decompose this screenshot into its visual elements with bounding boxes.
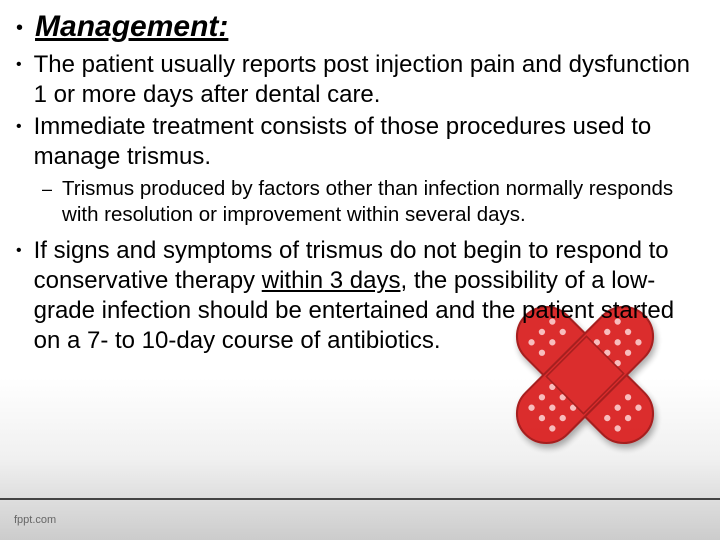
bullet-item: • If signs and symptoms of trismus do no… bbox=[16, 236, 704, 356]
bullet-dash: – bbox=[42, 176, 52, 202]
bullet-text: Immediate treatment consists of those pr… bbox=[34, 112, 704, 172]
sub-bullet-text: Trismus produced by factors other than i… bbox=[62, 176, 704, 228]
underlined-text: within 3 days bbox=[262, 267, 401, 294]
bullet-dot: • bbox=[16, 112, 22, 142]
heading-text: Management: bbox=[35, 10, 228, 44]
bullet-dot: • bbox=[16, 236, 22, 266]
bullet-item: • Immediate treatment consists of those … bbox=[16, 112, 704, 172]
bullet-text: The patient usually reports post injecti… bbox=[34, 50, 704, 110]
bullet-dot: • bbox=[16, 10, 23, 46]
footer-credit: fppt.com bbox=[14, 514, 56, 526]
bullet-item: • The patient usually reports post injec… bbox=[16, 50, 704, 110]
footer-divider bbox=[0, 498, 720, 500]
bullet-dot: • bbox=[16, 50, 22, 80]
sub-bullet-item: – Trismus produced by factors other than… bbox=[42, 176, 704, 228]
heading-bullet: • Management: bbox=[16, 10, 704, 46]
bullet-text: If signs and symptoms of trismus do not … bbox=[34, 236, 704, 356]
